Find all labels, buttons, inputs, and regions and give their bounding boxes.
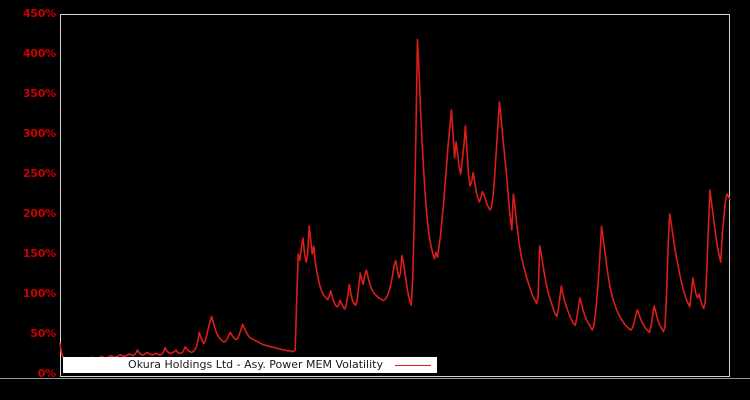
legend: Okura Holdings Ltd - Asy. Power MEM Vola… [63,357,437,373]
legend-label: Okura Holdings Ltd - Asy. Power MEM Vola… [128,358,383,371]
legend-line-sample-icon [395,364,431,366]
y-axis-tick-label: 400% [22,47,56,60]
y-axis-tick-label: 200% [22,207,56,220]
y-axis: 450% 400% 350% 300% 250% 200% 150% 100% 50% 0% [0,0,56,400]
y-axis-tick-label: 0% [37,367,56,380]
y-axis-tick-label: 350% [22,87,56,100]
plot-area [60,14,730,377]
y-axis-tick-label: 100% [22,287,56,300]
y-axis-tick-label: 300% [22,127,56,140]
y-axis-tick-label: 50% [30,327,56,340]
y-axis-tick-label: 150% [22,247,56,260]
y-axis-tick-label: 250% [22,167,56,180]
y-axis-tick-label: 450% [22,7,56,20]
bottom-rule-divider [0,378,750,379]
